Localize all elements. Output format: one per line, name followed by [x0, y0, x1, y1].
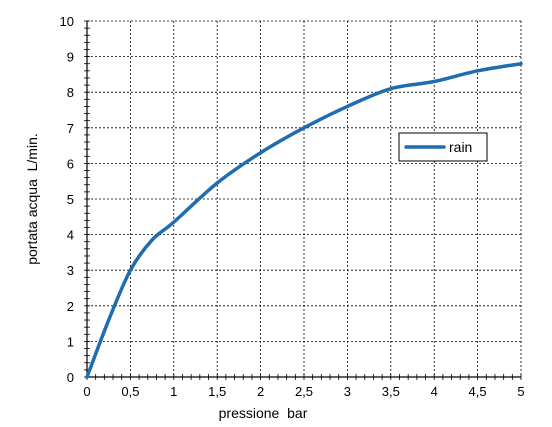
y-tick-label: 2	[67, 299, 74, 314]
x-tick-label: 2,5	[295, 384, 313, 399]
y-tick-label: 3	[67, 263, 74, 278]
x-tick-label: 1,5	[208, 384, 226, 399]
legend: rain	[398, 132, 488, 162]
x-tick-label: 0	[83, 384, 90, 399]
y-axis-title: portata acqua L/min.	[24, 133, 40, 265]
y-tick-label: 0	[67, 370, 74, 385]
y-tick-label: 6	[67, 156, 74, 171]
x-tick-label: 5	[517, 384, 524, 399]
x-tick-label: 3,5	[382, 384, 400, 399]
y-tick-label: 7	[67, 121, 74, 136]
y-tick-label: 1	[67, 334, 74, 349]
x-tick-label: 0,5	[121, 384, 139, 399]
y-tick-label: 9	[67, 50, 74, 65]
series-line-rain	[85, 61, 523, 379]
legend-label: rain	[449, 139, 472, 155]
x-tick-label: 1	[170, 384, 177, 399]
x-tick-label: 4,5	[469, 384, 487, 399]
y-tick-label: 10	[60, 14, 74, 29]
y-tick-label: 5	[67, 192, 74, 207]
y-tick-label: 8	[67, 85, 74, 100]
minor-ticks	[84, 20, 522, 380]
y-tick-label: 4	[67, 228, 74, 243]
x-tick-label: 2	[257, 384, 264, 399]
x-tick-label: 4	[431, 384, 438, 399]
x-tick-labels: 0 0,5 1 1,5 2 2,5 3 3,5 4 4,5 5	[83, 384, 524, 399]
y-tick-labels: 0 1 2 3 4 5 6 7 8 9 10	[60, 14, 74, 385]
x-tick-label: 3	[344, 384, 351, 399]
series-layer	[85, 61, 523, 379]
x-axis-title: pressione bar	[219, 405, 308, 421]
